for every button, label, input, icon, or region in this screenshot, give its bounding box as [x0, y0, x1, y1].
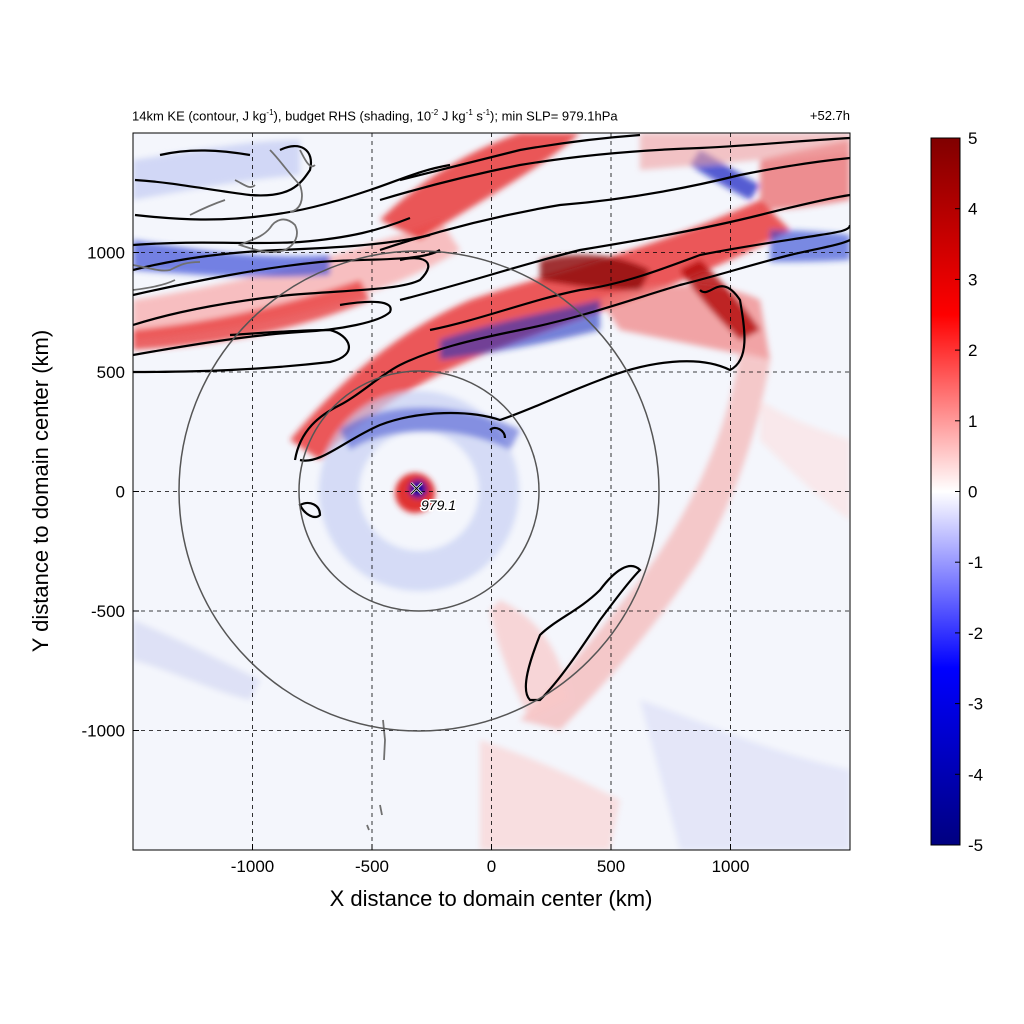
range-circle-1000km [178, 250, 660, 732]
coastlines [133, 149, 386, 831]
range-circles [178, 250, 660, 732]
colorbar-tick-label: -4 [968, 765, 983, 784]
colorbar-tick-label: 1 [968, 412, 977, 431]
colorbar-tick-label: 4 [968, 200, 977, 219]
y-axis-title: Y distance to domain center (km) [28, 330, 53, 652]
y-axis: -1000 -500 0 500 1000 [82, 244, 139, 741]
plot-title: 14km KE (contour, J kg-1), budget RHS (s… [132, 108, 618, 124]
x-axis: -1000 -500 0 500 1000 [231, 844, 750, 876]
storm-center-marker: 979.1 [410, 482, 458, 515]
x-axis-title: X distance to domain center (km) [330, 886, 653, 911]
colorbar-tick-label: 2 [968, 341, 977, 360]
x-tick-label: -1000 [231, 857, 274, 876]
y-tick-label: 0 [116, 483, 125, 502]
y-tick-label: 1000 [87, 244, 125, 263]
colorbar-tick-label: -1 [968, 553, 983, 572]
colorbar-tick-label: 5 [968, 129, 977, 148]
colorbar-tick-label: -3 [968, 695, 983, 714]
ke-contours [133, 133, 850, 702]
colorbar-tick-label: -5 [968, 836, 983, 855]
x-tick-label: 500 [597, 857, 625, 876]
colorbar: 5 4 3 2 1 0 -1 -2 -3 -4 -5 [930, 129, 983, 855]
forecast-time: +52.7h [809, 108, 850, 123]
range-circle-500km [298, 370, 540, 612]
x-tick-label: -500 [355, 857, 389, 876]
min-slp-annotation: 979.1 [421, 497, 456, 513]
colorbar-tick-label: 3 [968, 270, 977, 289]
y-tick-label: -500 [91, 602, 125, 621]
y-tick-label: -1000 [82, 722, 125, 741]
colorbar-tick-label: -2 [968, 624, 983, 643]
x-tick-label: 1000 [712, 857, 750, 876]
colorbar-tick-label: 0 [968, 483, 977, 502]
x-tick-label: 0 [487, 857, 496, 876]
y-tick-label: 500 [97, 363, 125, 382]
